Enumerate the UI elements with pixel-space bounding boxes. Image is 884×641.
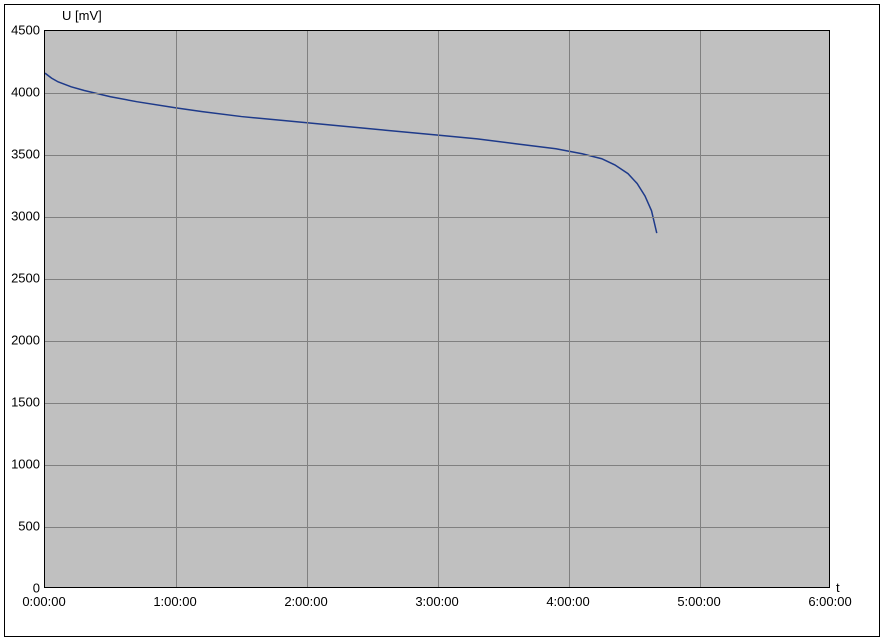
- grid-line-horizontal: [45, 279, 829, 280]
- y-tick-label: 2500: [11, 271, 40, 286]
- y-axis-title: U [mV]: [62, 8, 102, 23]
- series-line: [45, 73, 657, 233]
- chart-container: U [mV] t 0500100015002000250030003500400…: [0, 0, 884, 641]
- plot-area: [44, 30, 830, 588]
- y-tick-label: 1500: [11, 395, 40, 410]
- grid-line-vertical: [176, 31, 177, 587]
- grid-line-horizontal: [45, 93, 829, 94]
- x-tick-label: 5:00:00: [677, 594, 720, 609]
- y-tick-label: 500: [18, 519, 40, 534]
- y-tick-label: 3000: [11, 209, 40, 224]
- y-tick-label: 4000: [11, 85, 40, 100]
- x-axis-title: t: [836, 580, 840, 595]
- x-tick-label: 0:00:00: [22, 594, 65, 609]
- y-tick-label: 1000: [11, 457, 40, 472]
- y-tick-label: 2000: [11, 333, 40, 348]
- x-tick-label: 6:00:00: [808, 594, 851, 609]
- grid-line-vertical: [569, 31, 570, 587]
- grid-line-horizontal: [45, 465, 829, 466]
- grid-line-horizontal: [45, 341, 829, 342]
- x-tick-label: 4:00:00: [546, 594, 589, 609]
- x-tick-label: 3:00:00: [415, 594, 458, 609]
- x-tick-label: 2:00:00: [284, 594, 327, 609]
- y-tick-label: 4500: [11, 23, 40, 38]
- x-tick-label: 1:00:00: [153, 594, 196, 609]
- grid-line-horizontal: [45, 403, 829, 404]
- grid-line-vertical: [700, 31, 701, 587]
- grid-line-vertical: [307, 31, 308, 587]
- grid-line-horizontal: [45, 527, 829, 528]
- y-tick-label: 3500: [11, 147, 40, 162]
- grid-line-horizontal: [45, 217, 829, 218]
- grid-line-vertical: [438, 31, 439, 587]
- grid-line-horizontal: [45, 155, 829, 156]
